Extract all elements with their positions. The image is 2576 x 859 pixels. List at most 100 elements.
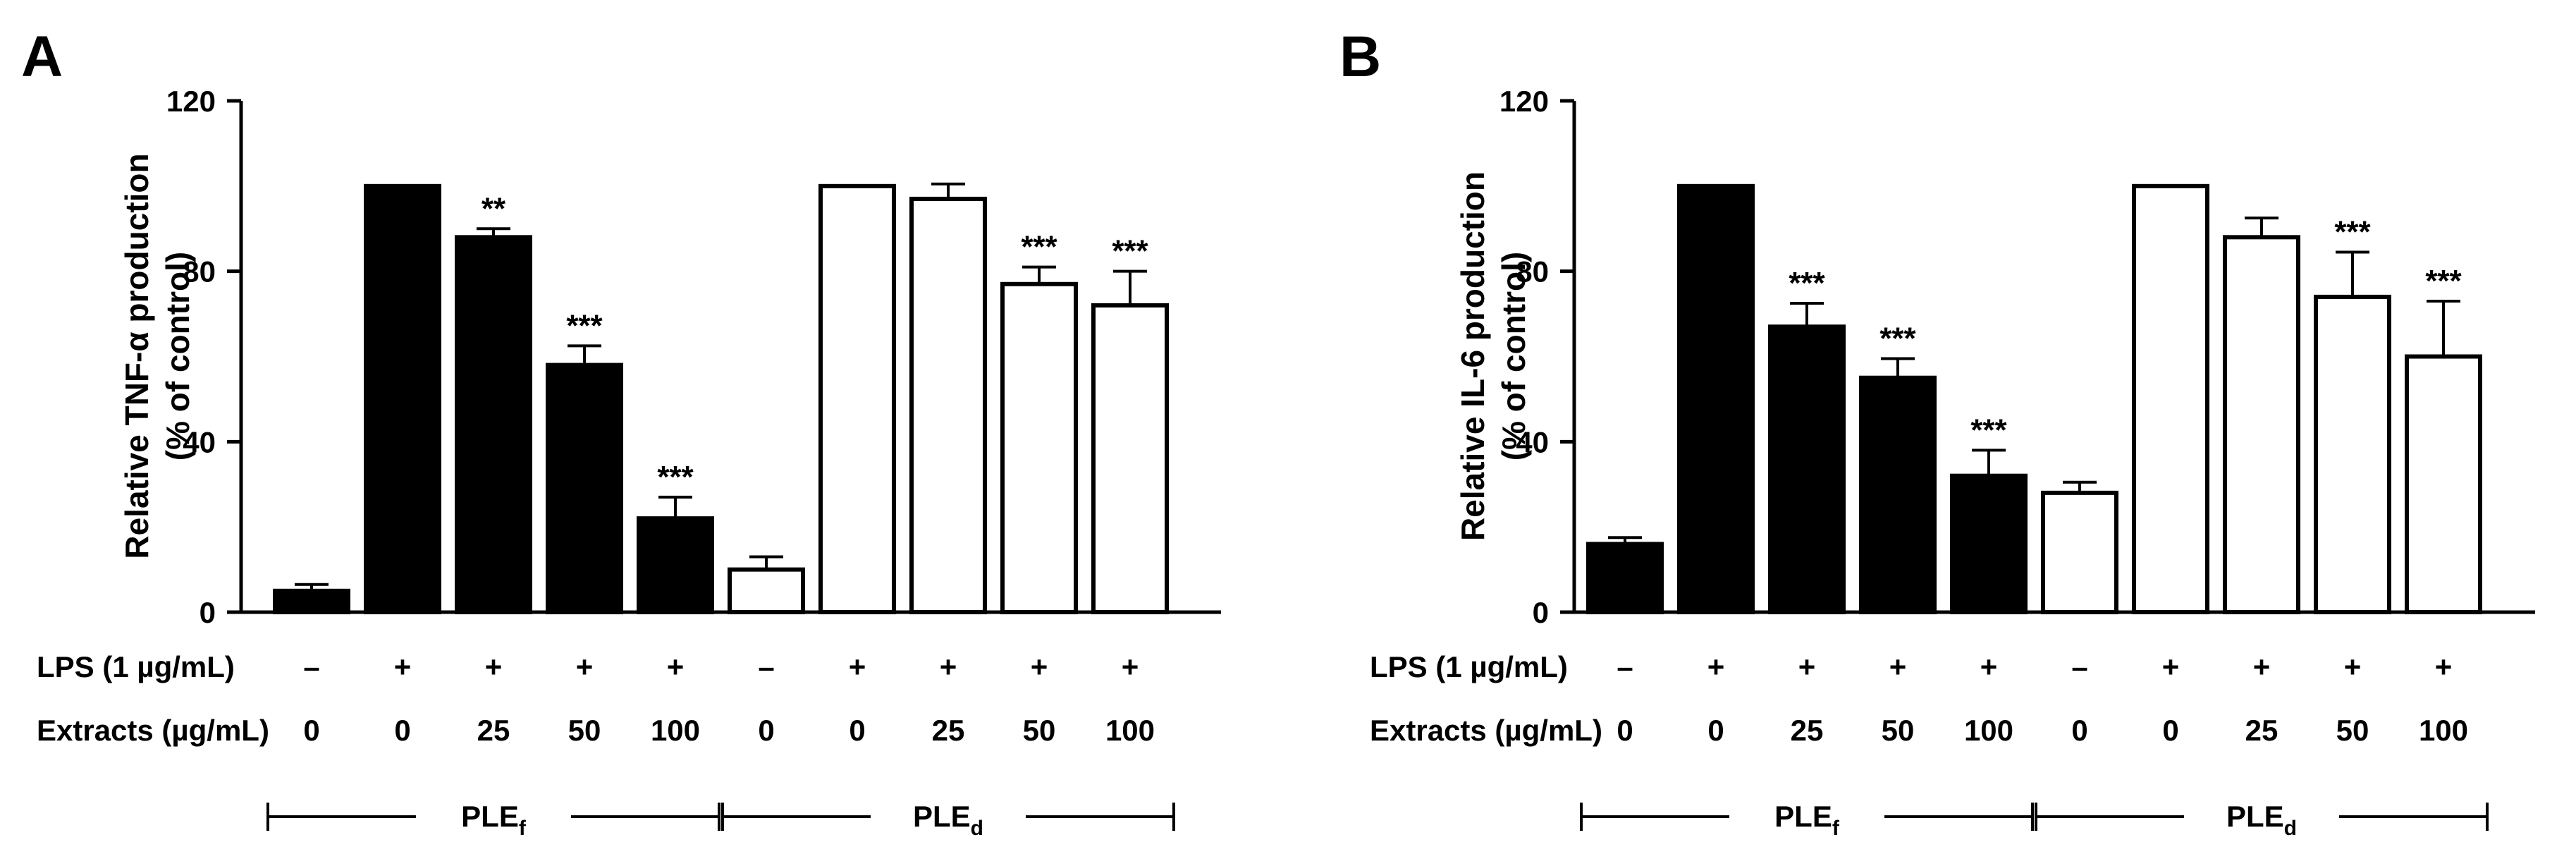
- y-axis-label-line2: (% of control): [159, 252, 196, 461]
- group-label-main: PLE: [913, 800, 971, 833]
- group-label: PLEf: [461, 800, 527, 840]
- extract-value: 50: [1882, 714, 1915, 747]
- significance-label: ***: [1879, 322, 1916, 356]
- group-label-sub: d: [2284, 817, 2297, 840]
- significance-label: ***: [1021, 230, 1057, 264]
- chart-panel-a: A Relative TNF-α production (% of control)…: [21, 25, 1221, 840]
- y-axis-label-line1: Relative TNF-α production: [118, 153, 155, 559]
- y-tick-label: 0: [1533, 596, 1549, 629]
- extracts-row-label: Extracts (µg/mL): [1370, 714, 1602, 747]
- lps-value: +: [940, 650, 957, 683]
- bar: [909, 196, 987, 615]
- bar: [1000, 281, 1078, 614]
- y-tick-label: 120: [166, 85, 216, 118]
- lps-value: +: [2253, 650, 2271, 683]
- significance-label: ***: [1112, 234, 1148, 269]
- bar: [1859, 375, 1937, 614]
- significance-label: ***: [2334, 214, 2371, 249]
- y-tick-label: 40: [183, 425, 216, 458]
- lps-value: +: [1889, 650, 1907, 683]
- group-label-sub: d: [971, 817, 983, 840]
- lps-value: +: [1122, 650, 1139, 683]
- bar: [2223, 235, 2300, 615]
- extract-value: 50: [2336, 714, 2369, 747]
- bar: [728, 567, 805, 614]
- panel-letter: A: [21, 25, 63, 89]
- extract-value: 0: [303, 714, 319, 747]
- y-tick-label: 80: [1516, 255, 1549, 288]
- lps-value: –: [1617, 650, 1633, 683]
- lps-value: +: [2344, 650, 2362, 683]
- lps-value: +: [394, 650, 412, 683]
- extract-value: 0: [1707, 714, 1724, 747]
- bar: [1950, 473, 2028, 615]
- extract-value: 25: [1791, 714, 1824, 747]
- bar: [1091, 303, 1169, 614]
- y-tick-label: 0: [200, 596, 216, 629]
- group-label-sub: f: [519, 817, 527, 840]
- y-axis-label-line1: Relative IL-6 production: [1454, 171, 1491, 541]
- significance-label: ***: [2425, 264, 2462, 298]
- bar: [2041, 490, 2118, 614]
- significance-label: **: [482, 191, 506, 226]
- significance-label: ***: [566, 308, 603, 343]
- lps-value: +: [576, 650, 594, 683]
- y-axis-label-line2: (% of control): [1495, 252, 1532, 461]
- bar: [2314, 294, 2391, 614]
- lps-value: –: [303, 650, 319, 683]
- lps-value: –: [2071, 650, 2087, 683]
- lps-value: +: [2162, 650, 2180, 683]
- extract-value: 100: [2419, 714, 2468, 747]
- extract-value: 100: [1964, 714, 2013, 747]
- extract-value: 25: [2245, 714, 2278, 747]
- extract-value: 0: [394, 714, 410, 747]
- lps-value: –: [758, 650, 774, 683]
- y-tick-label: 40: [1516, 425, 1549, 458]
- group-label-sub: f: [1832, 817, 1840, 840]
- lps-value: +: [1031, 650, 1048, 683]
- lps-value: +: [2435, 650, 2453, 683]
- bar: [1677, 183, 1755, 615]
- y-tick-label: 80: [183, 255, 216, 288]
- bar: [637, 516, 714, 614]
- panel-letter: B: [1339, 25, 1381, 89]
- significance-label: ***: [1970, 413, 2007, 447]
- bar: [2405, 354, 2482, 614]
- extract-value: 0: [2162, 714, 2178, 747]
- bar: [364, 183, 441, 615]
- group-label: PLEd: [913, 800, 983, 840]
- lps-value: +: [849, 650, 866, 683]
- group-label-main: PLE: [1774, 800, 1832, 833]
- extract-value: 50: [568, 714, 601, 747]
- extract-value: 25: [477, 714, 510, 747]
- bar: [1768, 324, 1846, 614]
- extract-value: 0: [1617, 714, 1633, 747]
- extract-value: 100: [651, 714, 700, 747]
- bar: [273, 588, 350, 615]
- extract-value: 0: [2071, 714, 2087, 747]
- bar: [818, 183, 896, 615]
- y-axis-label: Relative IL-6 production (% of control): [1454, 171, 1532, 541]
- extract-value: 25: [932, 714, 965, 747]
- chart-panel-b: B Relative IL-6 production (% of control) 0…: [1339, 25, 2535, 840]
- group-label-main: PLE: [461, 800, 519, 833]
- lps-value: +: [667, 650, 685, 683]
- group-label: PLEd: [2226, 800, 2297, 840]
- extract-value: 100: [1105, 714, 1155, 747]
- bar: [546, 363, 623, 614]
- bar: [1586, 542, 1664, 614]
- bar: [2132, 183, 2209, 615]
- lps-row-label: LPS (1 µg/mL): [37, 650, 235, 683]
- lps-value: +: [485, 650, 503, 683]
- y-tick-label: 120: [1499, 85, 1549, 118]
- group-label: PLEf: [1774, 800, 1840, 840]
- extracts-row-label: Extracts (µg/mL): [37, 714, 269, 747]
- extract-value: 0: [849, 714, 865, 747]
- lps-value: +: [1707, 650, 1725, 683]
- y-axis-label: Relative TNF-α production (% of control): [118, 153, 196, 559]
- bar: [455, 235, 532, 615]
- significance-label: ***: [1789, 266, 1825, 300]
- extract-value: 0: [758, 714, 774, 747]
- lps-row-label: LPS (1 µg/mL): [1370, 650, 1568, 683]
